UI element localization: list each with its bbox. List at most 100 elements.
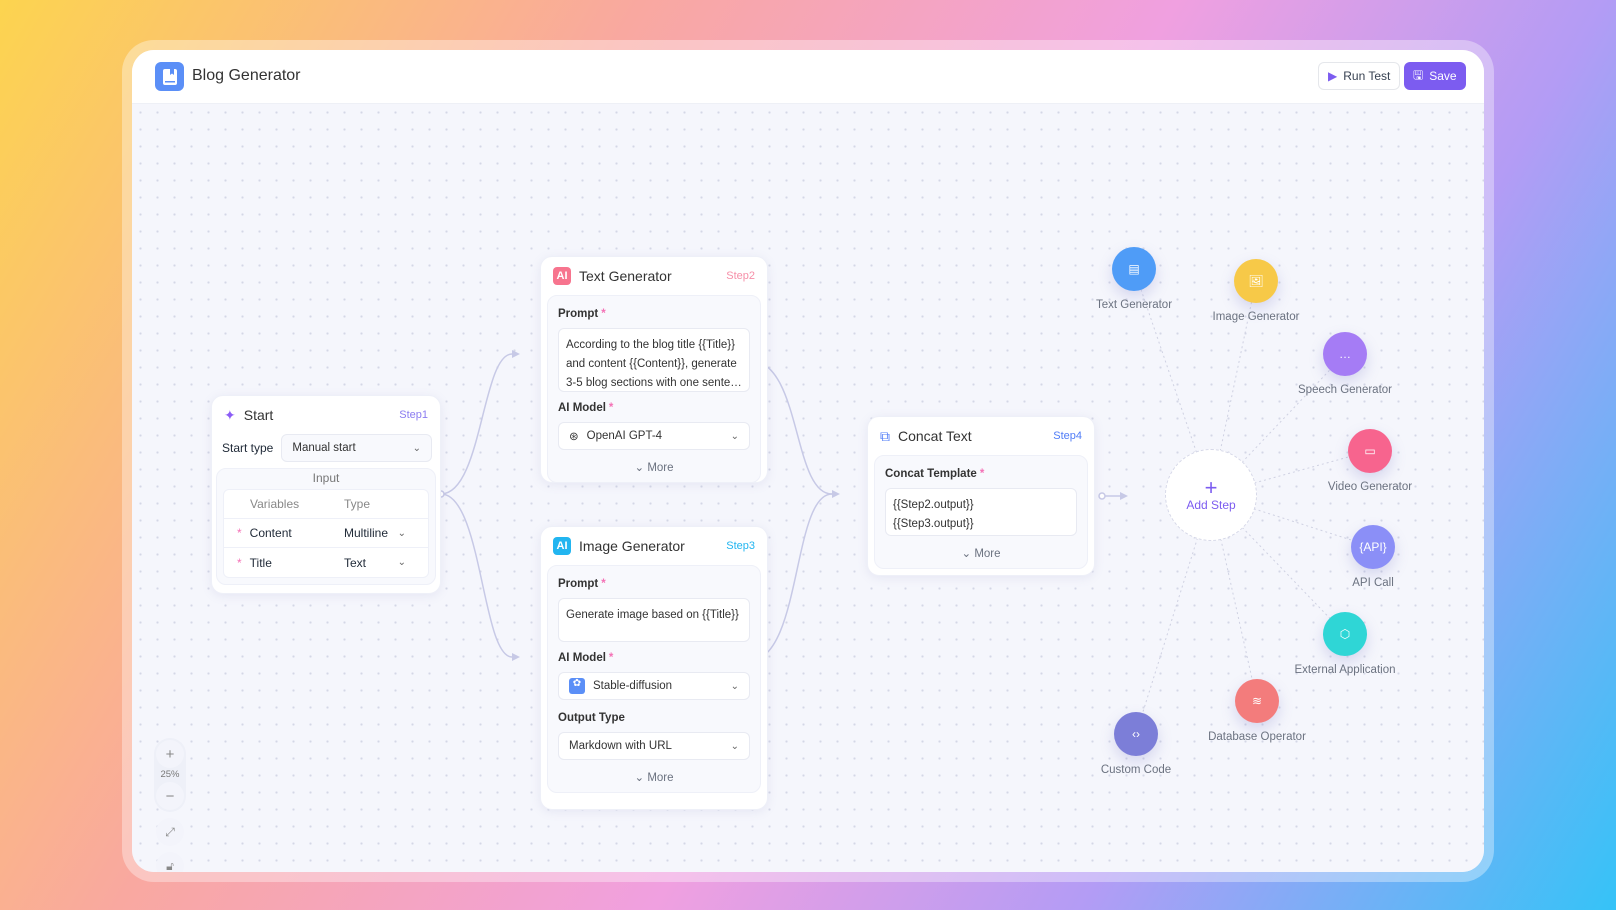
node-title: Concat Text [898, 428, 972, 444]
input-label: Input [312, 471, 340, 485]
book-icon [155, 62, 184, 91]
model-label: AI Model [558, 652, 606, 664]
chat-icon: … [1339, 347, 1351, 361]
code-icon: ‹› [1132, 727, 1140, 741]
database-icon: ≋ [1251, 694, 1263, 708]
step-type-label: Custom Code [1100, 764, 1172, 776]
stable-diffusion-icon: ✿ [569, 678, 585, 694]
add-step-label: Add Step [1186, 498, 1236, 512]
template-textarea[interactable]: {{Step2.output}} {{Step3.output}} [885, 488, 1077, 536]
column-header: Variables [250, 497, 300, 511]
edge-start-text [440, 353, 518, 495]
prompt-textarea[interactable]: Generate image based on {{Title}} [558, 598, 750, 642]
node-title: Start [243, 407, 274, 423]
step-type-label: Speech Generator [1298, 384, 1392, 396]
variable-type[interactable]: Multiline [344, 526, 389, 540]
more-label: More [647, 772, 674, 784]
document-icon: ▤ [1128, 262, 1140, 276]
step-badge: Step1 [399, 409, 428, 421]
step-type-code-button[interactable]: ‹› [1114, 712, 1158, 756]
start-type-select[interactable]: Manual start ⌄ [281, 434, 432, 462]
app-title: Blog Generator [192, 67, 301, 84]
more-label: More [974, 548, 1001, 560]
header: Blog Generator ▶ Run Test 🖫 Save [132, 50, 1484, 104]
model-select[interactable]: ⊛ OpenAI GPT-4 ⌄ [558, 422, 750, 450]
openai-icon: ⊛ [569, 431, 579, 443]
add-step-button[interactable]: + Add Step [1165, 449, 1257, 541]
image-generator-node[interactable]: AI Image Generator Step3 Prompt * Generate … [540, 526, 768, 810]
model-label: AI Model [558, 402, 606, 414]
node-title: Image Generator [579, 538, 685, 554]
chevron-down-icon: ⌄ [730, 680, 739, 692]
model-select[interactable]: ✿ Stable-diffusion ⌄ [558, 672, 750, 700]
output-type-select[interactable]: Markdown with URL ⌄ [558, 732, 750, 760]
more-button[interactable]: ⌄ More [634, 462, 674, 474]
table-row[interactable]: * Content Multiline ⌄ [224, 519, 428, 548]
plus-icon: + [1204, 475, 1218, 500]
concat-text-node[interactable]: ⧉ Concat Text Step4 Concat Template * {{Ste… [867, 416, 1095, 576]
save-label: Save [1429, 69, 1457, 83]
save-icon: 🖫 [1413, 67, 1424, 82]
step-badge: Step4 [1053, 430, 1082, 442]
output-type-value: Markdown with URL [569, 740, 672, 752]
edge-start-image [440, 493, 518, 658]
chevron-down-icon: ⌄ [730, 740, 739, 752]
play-icon: ▶ [1328, 69, 1338, 83]
chevron-down-icon: ⌄ [397, 527, 406, 539]
prompt-label: Prompt [558, 578, 599, 590]
save-button[interactable]: 🖫 Save [1404, 62, 1466, 90]
step-type-label: Image Generator [1212, 311, 1300, 323]
template-line: {{Step3.output}} [893, 518, 974, 530]
video-icon: ▭ [1364, 444, 1376, 458]
ai-icon: AI [553, 267, 571, 285]
chevron-down-icon: ⌄ [412, 442, 421, 454]
variable-type[interactable]: Text [344, 555, 367, 570]
step-badge: Step2 [726, 270, 755, 282]
step-badge: Step3 [726, 540, 755, 552]
more-button[interactable]: ⌄ More [961, 548, 1001, 560]
concat-icon: ⧉ [880, 427, 890, 444]
table-row[interactable]: * Title Text ⌄ [237, 555, 406, 570]
prompt-label: Prompt [558, 308, 599, 320]
step-type-api-button[interactable]: {API} [1351, 525, 1395, 569]
ai-icon: AI [553, 537, 571, 555]
step-type-image-button[interactable]: 🖼︎ [1234, 259, 1278, 303]
chevron-down-icon: ⌄ [397, 557, 406, 568]
step-type-document-button[interactable]: ▤ [1112, 247, 1156, 291]
input-section: Input Variables Type * Content Multiline ⌄ *… [216, 468, 436, 585]
variable-name: Content [249, 526, 292, 540]
api-icon: {API} [1359, 540, 1387, 554]
lock-icon[interactable]: 🔓︎ [156, 852, 184, 872]
more-label: More [647, 462, 674, 474]
step-type-label: Database Operator [1208, 731, 1306, 743]
start-node[interactable]: ✦ Start Step1 Start type Manual start ⌄ Inp… [211, 395, 441, 594]
more-button[interactable]: ⌄ More [634, 772, 674, 784]
prompt-textarea[interactable]: According to the blog title {{Title}} an… [558, 328, 750, 392]
node-title: Text Generator [579, 268, 672, 284]
variables-table: Variables Type * Content Multiline ⌄ * Title T… [223, 489, 429, 578]
run-test-button[interactable]: ▶ Run Test [1318, 62, 1401, 90]
variable-name: Title [249, 555, 272, 570]
step-type-label: Video Generator [1327, 481, 1413, 493]
model-value: OpenAI GPT-4 [586, 430, 663, 442]
template-line: {{Step2.output}} [893, 499, 974, 511]
output-type-label: Output Type [558, 712, 625, 724]
workflow-canvas[interactable]: ✦ Start Step1 Start type Manual start ⌄ Inp… [132, 104, 1484, 872]
fit-view-icon[interactable]: ⤢ [156, 818, 184, 846]
column-header: Type [344, 497, 371, 511]
start-type-label: Start type [222, 441, 274, 455]
step-type-chat-button[interactable]: … [1323, 332, 1367, 376]
cube-icon: ⬡ [1339, 627, 1351, 641]
zoom-out-button[interactable]: − [156, 782, 184, 810]
image-icon: 🖼︎ [1248, 274, 1264, 288]
step-type-cube-button[interactable]: ⬡ [1323, 612, 1367, 656]
step-type-video-button[interactable]: ▭ [1348, 429, 1392, 473]
text-generator-node[interactable]: AI Text Generator Step2 Prompt * According … [540, 256, 768, 483]
sparkle-icon: ✦ [224, 406, 236, 423]
step-type-label: API Call [1352, 577, 1394, 589]
step-type-database-button[interactable]: ≋ [1235, 679, 1279, 723]
zoom-in-button[interactable]: + [156, 740, 184, 768]
start-type-value: Manual start [292, 442, 356, 454]
template-label: Concat Template [885, 468, 977, 480]
step-type-label: External Application [1294, 664, 1396, 676]
